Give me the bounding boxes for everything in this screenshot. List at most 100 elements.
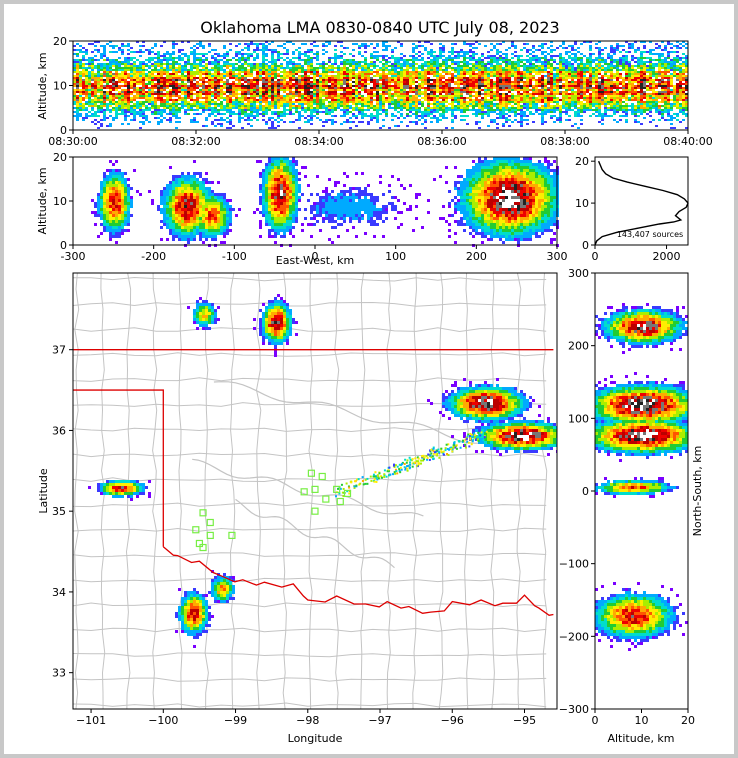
- density-cell: [262, 67, 265, 69]
- density-cell: [325, 71, 328, 73]
- density-cell: [280, 99, 283, 101]
- density-cell: [445, 67, 448, 69]
- density-cell: [217, 75, 220, 77]
- density-cell: [484, 91, 487, 93]
- density-cell: [232, 93, 235, 95]
- density-cell: [301, 77, 304, 79]
- density-cell: [97, 95, 100, 97]
- density-cell: [214, 83, 217, 85]
- density-cell: [295, 91, 298, 93]
- density-cell: [511, 61, 514, 63]
- density-cell: [502, 59, 505, 61]
- density-cell: [523, 91, 526, 93]
- density-cell: [463, 85, 466, 87]
- density-cell: [307, 107, 310, 109]
- density-cell: [472, 99, 475, 101]
- density-cell: [451, 99, 454, 101]
- density-cell: [100, 77, 103, 79]
- density-cell: [223, 69, 226, 71]
- density-cell: [439, 49, 442, 51]
- density-cell: [193, 83, 196, 85]
- density-cell: [475, 85, 478, 87]
- density-cell: [241, 107, 244, 109]
- density-cell: [568, 107, 571, 109]
- density-cell: [328, 89, 331, 91]
- density-cell: [451, 79, 454, 81]
- density-cell: [499, 75, 502, 77]
- density-cell: [292, 73, 295, 75]
- density-cell: [433, 61, 436, 63]
- density-cell: [121, 81, 124, 83]
- density-cell: [481, 55, 484, 57]
- density-cell: [457, 103, 460, 105]
- density-cell: [547, 101, 550, 103]
- density-cell: [391, 69, 394, 71]
- density-cell: [421, 97, 424, 99]
- density-cell: [373, 107, 376, 109]
- density-cell: [109, 109, 112, 111]
- density-cell: [151, 47, 154, 49]
- density-cell: [424, 71, 427, 73]
- density-cell: [295, 111, 298, 113]
- density-cell: [535, 81, 538, 83]
- density-cell: [190, 47, 193, 49]
- density-cell: [142, 103, 145, 105]
- density-cell: [532, 101, 535, 103]
- density-cell: [97, 67, 100, 69]
- density-cell: [307, 51, 310, 53]
- density-cell: [157, 59, 160, 61]
- density-cell: [181, 105, 184, 107]
- density-cell: [349, 85, 352, 87]
- density-cell: [499, 69, 502, 71]
- density-cell: [382, 79, 385, 81]
- density-cell: [490, 109, 493, 111]
- density-cell: [406, 61, 409, 63]
- density-cell: [292, 57, 295, 59]
- density-cell: [574, 87, 577, 89]
- density-cell: [442, 101, 445, 103]
- density-cell: [172, 71, 175, 73]
- density-cell: [442, 63, 445, 65]
- density-cell: [418, 51, 421, 53]
- density-cell: [397, 73, 400, 75]
- density-cell: [112, 61, 115, 63]
- density-cell: [139, 63, 142, 65]
- density-cell: [163, 111, 166, 113]
- density-cell: [127, 49, 130, 51]
- density-cell: [202, 55, 205, 57]
- density-cell: [166, 101, 169, 103]
- density-cell: [97, 105, 100, 107]
- density-cell: [250, 91, 253, 93]
- density-cell: [181, 89, 184, 91]
- density-cell: [289, 75, 292, 77]
- density-cell: [571, 125, 574, 127]
- density-cell: [148, 75, 151, 77]
- density-cell: [241, 117, 244, 119]
- density-cell: [322, 89, 325, 91]
- density-cell: [454, 109, 457, 111]
- density-cell: [421, 77, 424, 79]
- density-cell: [82, 117, 85, 119]
- density-cell: [154, 111, 157, 113]
- density-cell: [538, 69, 541, 71]
- density-cell: [163, 85, 166, 87]
- density-cell: [337, 73, 340, 75]
- density-cell: [376, 121, 379, 123]
- density-cell: [130, 83, 133, 85]
- density-cell: [412, 107, 415, 109]
- density-cell: [172, 57, 175, 59]
- density-cell: [484, 73, 487, 75]
- density-cell: [499, 111, 502, 113]
- density-cell: [463, 65, 466, 67]
- density-cell: [358, 77, 361, 79]
- density-cell: [385, 41, 388, 43]
- density-cell: [163, 103, 166, 105]
- density-cell: [109, 103, 112, 105]
- density-cell: [205, 95, 208, 97]
- density-cell: [358, 85, 361, 87]
- density-cell: [457, 105, 460, 107]
- density-cell: [472, 89, 475, 91]
- density-cell: [94, 97, 97, 99]
- density-cell: [133, 109, 136, 111]
- density-cell: [568, 97, 571, 99]
